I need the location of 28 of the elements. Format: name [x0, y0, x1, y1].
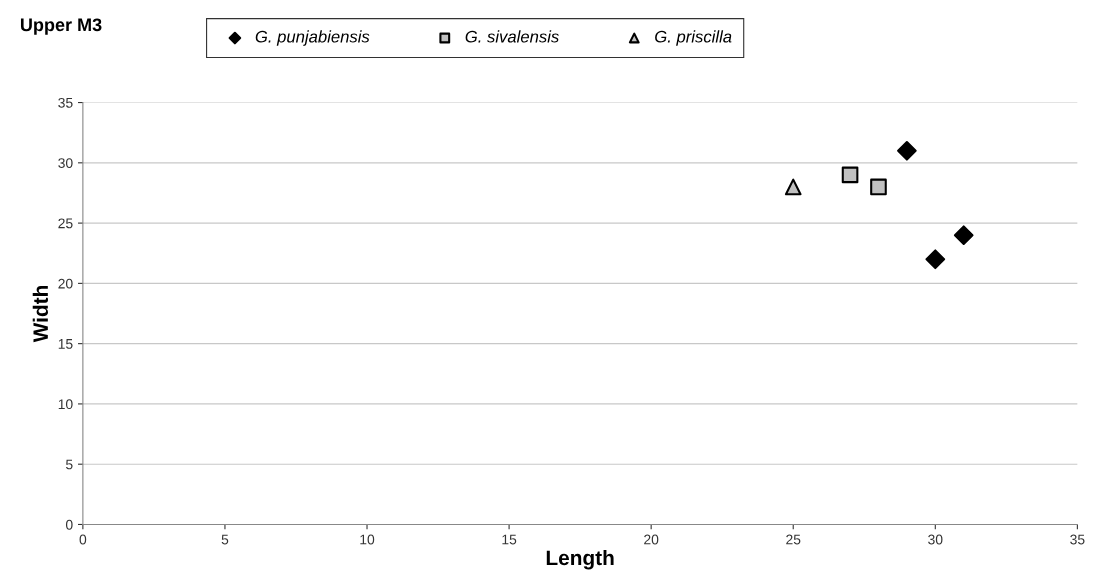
x-tick-label: 0 [79, 534, 87, 545]
x-tick-label: 5 [221, 534, 229, 545]
x-tick-label: 25 [786, 534, 801, 545]
x-axis-title: Length [546, 549, 614, 570]
chart-title: Upper M3 [20, 18, 102, 35]
legend-label: G. priscilla [655, 30, 732, 46]
x-tick-label: 15 [502, 534, 517, 545]
y-tick-label: 15 [58, 339, 73, 349]
x-tick-label: 35 [1070, 534, 1085, 545]
point [870, 178, 887, 196]
x-tick-label: 10 [360, 534, 375, 545]
y-tick-label: 5 [65, 459, 73, 470]
legend-label: G. sivalensis [465, 30, 559, 43]
point [784, 178, 802, 196]
y-tick-label: 35 [58, 97, 73, 108]
point [953, 225, 974, 245]
y-tick-label: 25 [58, 218, 73, 229]
y-axis-title: Width [32, 285, 49, 343]
y-tick-label: 10 [58, 399, 73, 410]
y-tick-label: 20 [58, 278, 73, 289]
point [841, 166, 859, 184]
legend-label: G. punjabiensis [255, 30, 370, 46]
point [925, 249, 946, 270]
point [897, 140, 917, 161]
y-tick-label: 0 [65, 519, 73, 530]
x-tick-label: 20 [644, 534, 659, 545]
y-tick-label: 30 [58, 158, 73, 168]
x-tick-label: 30 [928, 534, 943, 545]
